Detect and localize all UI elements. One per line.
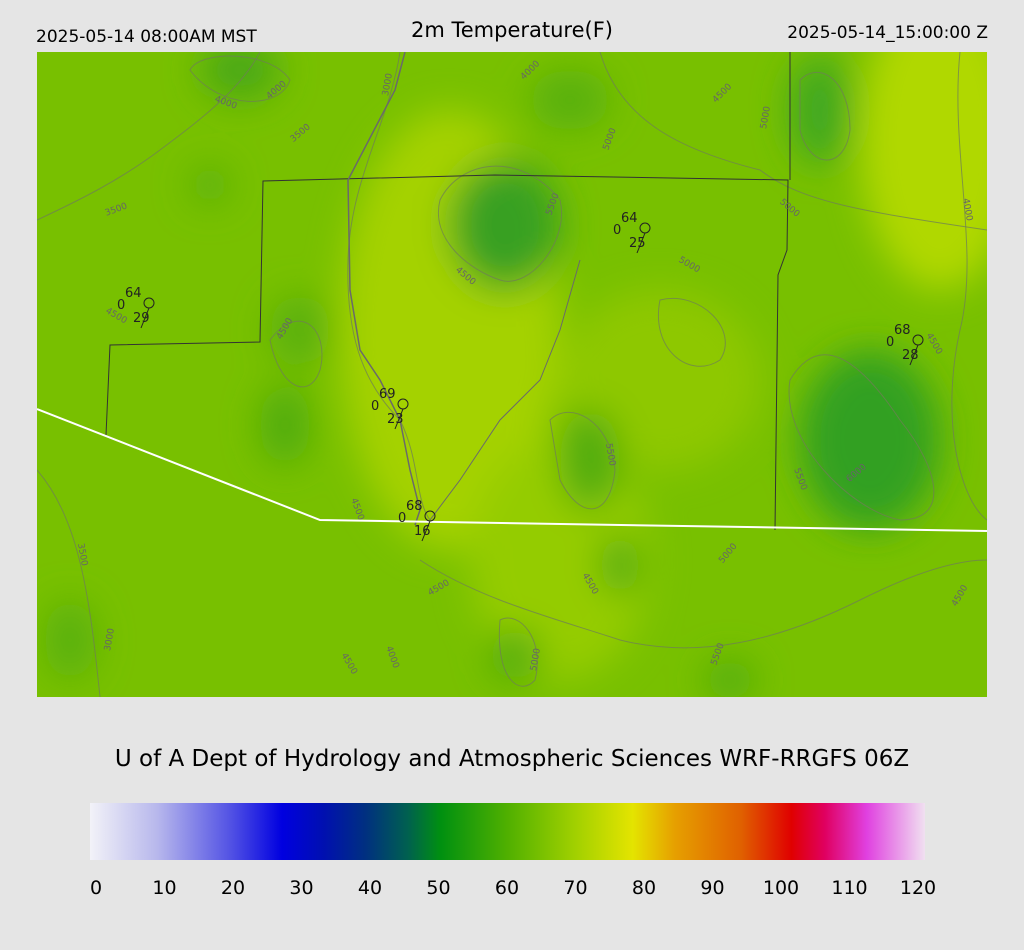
station-dewpoint: 29: [133, 311, 150, 326]
station-dewpoint: 25: [629, 236, 646, 251]
colorbar-tick-label: 50: [426, 877, 450, 899]
station-wind: 0: [371, 399, 379, 414]
station-plot: 640 25: [613, 211, 651, 254]
colorbar-tick-label: 70: [563, 877, 587, 899]
valid-utc-time: 2025-05-14_15:00:00 Z: [787, 23, 988, 43]
colorbar-ticks: 0 10 20 30 40 50 60 70 80 90 100 110 120: [90, 877, 936, 899]
colorbar-tick-label: 20: [221, 877, 245, 899]
contour-label: 3000: [103, 627, 117, 652]
colorbar-tick-label: 60: [495, 877, 519, 899]
station-dewpoint: 16: [414, 524, 431, 539]
contour-label: 4000: [960, 198, 974, 223]
station-temperature: 64: [621, 211, 638, 226]
station-temperature: 68: [406, 499, 423, 514]
colorbar-tick-label: 120: [900, 877, 936, 899]
contour-label: 5000: [759, 105, 773, 130]
colorbar-tick-label: 80: [632, 877, 656, 899]
contour-label: 5000: [529, 647, 543, 672]
colorbar-tick-label: 100: [763, 877, 799, 899]
colorbar: [90, 803, 925, 860]
wind-barb: [421, 520, 431, 542]
map-title: 2m Temperature(F): [411, 18, 613, 42]
station-plot: 680 16: [398, 499, 436, 542]
colorbar-tick-label: 110: [831, 877, 867, 899]
contour-label: 5500: [603, 443, 617, 468]
station-wind: 0: [117, 298, 125, 313]
wind-barb: [140, 307, 150, 329]
credit: U of A Dept of Hydrology and Atmospheric…: [115, 746, 909, 772]
contour-label: 3500: [75, 543, 89, 568]
station-wind: 0: [886, 335, 894, 350]
station-temperature: 64: [125, 286, 142, 301]
wind-barb: [394, 408, 404, 430]
wind-barb: [636, 232, 646, 254]
colorbar-tick-label: 0: [90, 877, 102, 899]
station-wind: 0: [613, 223, 621, 238]
station-plot: 690 23: [371, 387, 409, 430]
station-plot: 680 28: [886, 323, 924, 366]
wind-barb: [909, 344, 919, 366]
station-temperature: 69: [379, 387, 396, 402]
valid-local-time: 2025-05-14 08:00AM MST: [36, 27, 257, 47]
contour-label: 3000: [381, 72, 395, 97]
station-dewpoint: 23: [387, 412, 404, 427]
colorbar-tick-label: 40: [358, 877, 382, 899]
station-dewpoint: 28: [902, 348, 919, 363]
station-temperature: 68: [894, 323, 911, 338]
station-wind: 0: [398, 511, 406, 526]
station-plot: 640 29: [117, 286, 155, 329]
colorbar-tick-label: 10: [152, 877, 176, 899]
colorbar-tick-label: 30: [289, 877, 313, 899]
colorbar-tick-label: 90: [700, 877, 724, 899]
